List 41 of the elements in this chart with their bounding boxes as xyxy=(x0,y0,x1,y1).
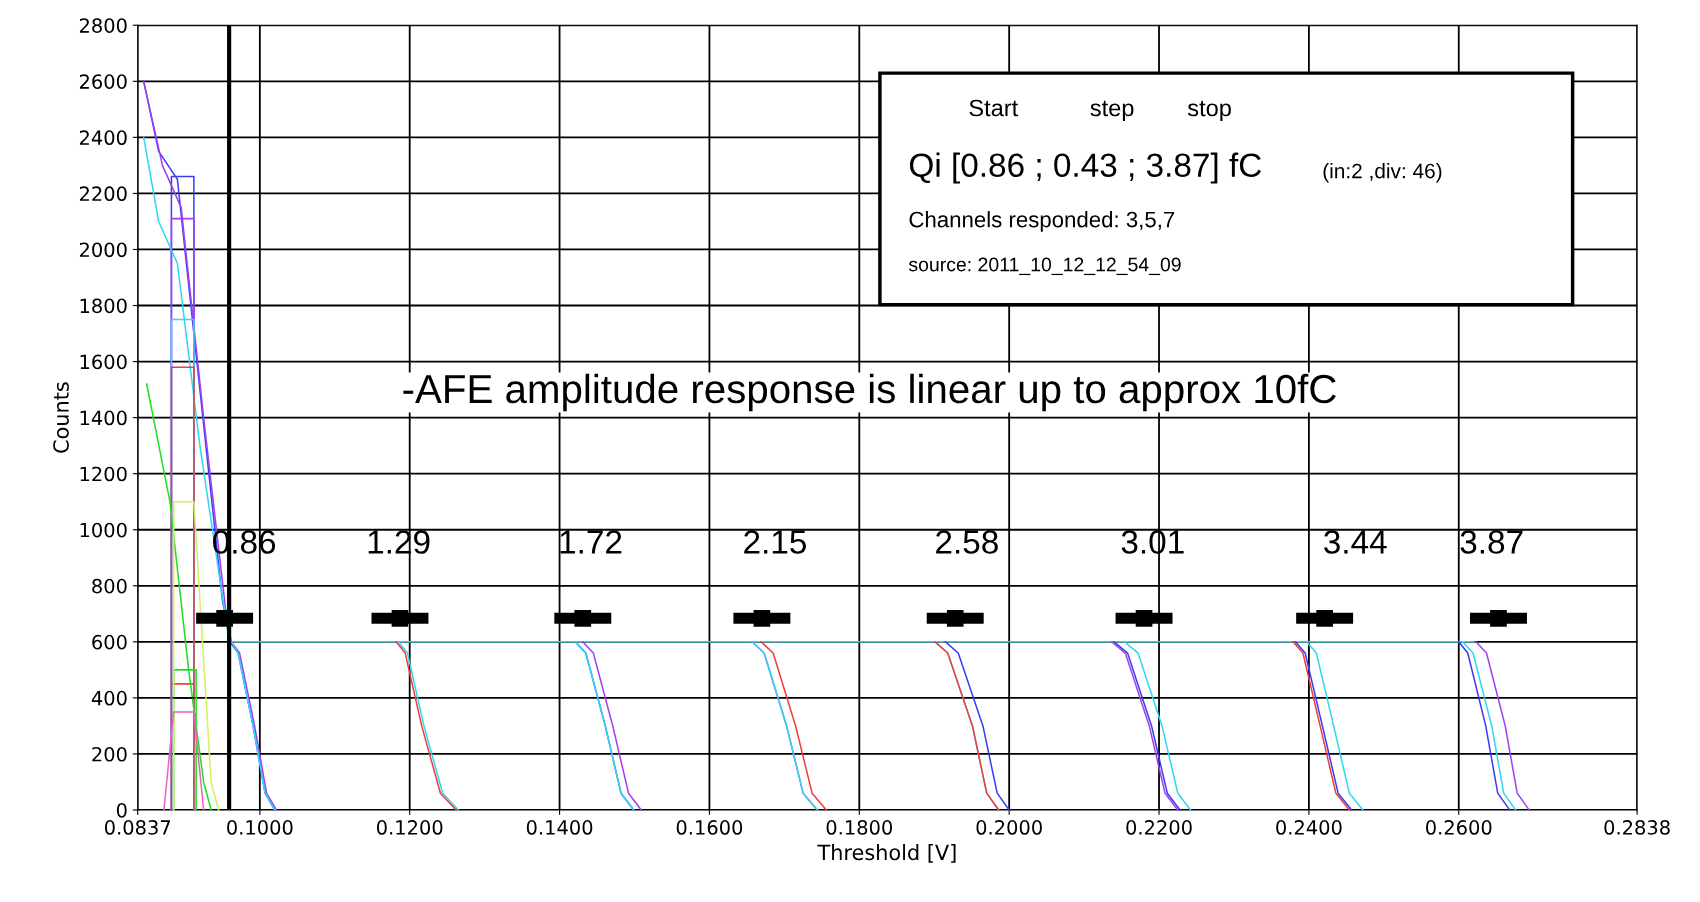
y-tick-label: 1800 xyxy=(80,298,127,314)
y-tick-label: 1000 xyxy=(80,522,127,538)
y-axis-title: Counts xyxy=(53,382,69,453)
annotation: Start xyxy=(969,99,1019,117)
y-tick-label: 600 xyxy=(92,634,127,650)
annotation: -AFE amplitude response is linear up to approx 10fC xyxy=(403,373,1336,412)
annotation: 1.72 xyxy=(560,530,622,554)
annotation: step xyxy=(1090,100,1134,122)
annotation: Channels responded: 3,5,7 xyxy=(909,211,1175,232)
y-tick-label: 2000 xyxy=(79,242,127,258)
y-tick-label: 400 xyxy=(91,690,127,706)
annotation: (in:2 ,div: 46) xyxy=(1323,163,1442,183)
x-tick-label: 0.2200 xyxy=(1126,820,1192,835)
y-tick-label: 1600 xyxy=(80,354,127,370)
y-tick-label: 2600 xyxy=(79,74,127,89)
y-tick-label: 2400 xyxy=(79,130,127,146)
x-axis-title: Threshold [V] xyxy=(817,844,956,863)
y-tick-label: 800 xyxy=(92,578,127,594)
annotation: 3.44 xyxy=(1324,530,1387,554)
y-tick-label: 200 xyxy=(92,746,127,762)
y-tick-label: 2800 xyxy=(79,18,127,33)
x-tick-label: 0.1800 xyxy=(826,820,893,835)
annotation: stop xyxy=(1187,100,1231,122)
y-tick-label: 0 xyxy=(116,802,127,818)
annotation: source: 2011_10_12_12_54_09 xyxy=(908,257,1181,276)
x-tick-label: 0.1200 xyxy=(376,820,443,835)
x-tick-label: 0.1400 xyxy=(526,820,593,835)
annotation: 2.15 xyxy=(744,530,806,554)
x-tick-label: 0.0837 xyxy=(104,820,171,835)
x-tick-label: 0.2838 xyxy=(1604,820,1670,835)
y-tick-label: 1200 xyxy=(80,466,127,482)
x-tick-label: 0.2400 xyxy=(1276,820,1342,835)
annotation: 2.58 xyxy=(936,530,998,554)
y-tick-label: 1400 xyxy=(80,410,127,426)
y-tick-label: 2200 xyxy=(79,186,127,202)
annotation: Qi [0.86 ; 0.43 ; 3.87] fC xyxy=(909,152,1262,184)
x-tick-label: 0.2600 xyxy=(1426,820,1492,835)
x-tick-label: 0.2000 xyxy=(976,820,1042,835)
annotation: 3.87 xyxy=(1460,530,1523,554)
x-tick-label: 0.1000 xyxy=(227,820,293,835)
x-tick-label: 0.1600 xyxy=(676,820,743,835)
